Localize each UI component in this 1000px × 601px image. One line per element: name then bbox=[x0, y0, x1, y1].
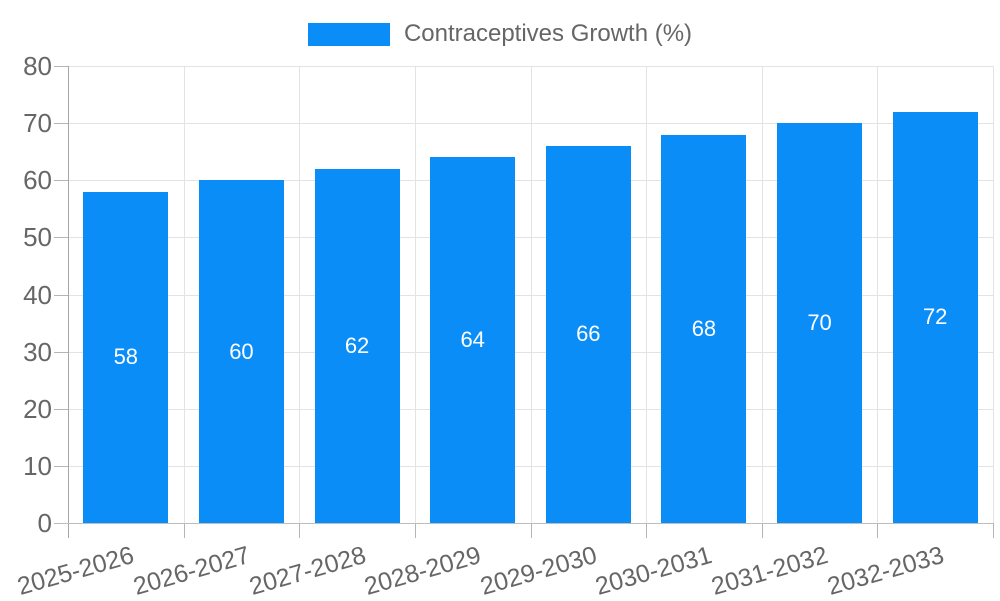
y-tick-label: 30 bbox=[23, 336, 52, 367]
x-tick-mark bbox=[993, 523, 994, 538]
x-tick-label: 2029-2030 bbox=[477, 541, 600, 601]
bar bbox=[430, 157, 516, 523]
x-tick-mark bbox=[761, 523, 763, 538]
bar bbox=[661, 134, 747, 523]
x-tick-mark bbox=[646, 523, 648, 538]
y-tick-label: 0 bbox=[37, 508, 52, 538]
x-tick-label: 2028-2029 bbox=[361, 541, 485, 601]
v-gridline bbox=[183, 66, 185, 523]
x-tick-label: 2030-2031 bbox=[592, 541, 716, 601]
y-tick-mark bbox=[54, 408, 68, 410]
bar bbox=[777, 123, 863, 523]
y-tick-label: 40 bbox=[23, 279, 52, 310]
bar bbox=[545, 145, 631, 523]
x-tick-mark bbox=[414, 523, 416, 538]
y-tick-label: 60 bbox=[23, 165, 52, 196]
bar-value-label: 72 bbox=[922, 304, 948, 330]
bar bbox=[892, 111, 978, 523]
legend-label: Contraceptives Growth (%) bbox=[403, 20, 693, 47]
x-tick-mark bbox=[530, 523, 532, 538]
x-tick-mark bbox=[877, 523, 879, 538]
y-tick-label: 80 bbox=[23, 51, 52, 81]
x-tick-mark bbox=[299, 523, 301, 538]
y-axis-line bbox=[68, 66, 69, 538]
x-tick-label: 2025-2026 bbox=[14, 541, 138, 601]
v-gridline bbox=[877, 66, 879, 523]
bar bbox=[83, 191, 169, 523]
v-gridline bbox=[414, 66, 416, 523]
bar-value-label: 66 bbox=[576, 321, 601, 347]
bar-value-label: 70 bbox=[807, 310, 832, 336]
chart-legend[interactable]: Contraceptives Growth (%) bbox=[0, 20, 1000, 48]
bar-value-label: 68 bbox=[691, 315, 717, 341]
y-tick-label: 50 bbox=[23, 222, 52, 253]
x-tick-mark bbox=[183, 523, 185, 538]
y-tick-mark bbox=[54, 294, 68, 296]
v-gridline bbox=[646, 66, 648, 523]
bar-value-label: 60 bbox=[229, 338, 254, 364]
y-tick-label: 10 bbox=[23, 450, 52, 481]
y-tick-mark bbox=[54, 351, 68, 353]
y-tick-mark bbox=[54, 237, 68, 239]
v-gridline bbox=[993, 66, 994, 523]
bar-value-label: 64 bbox=[460, 327, 485, 353]
v-gridline bbox=[530, 66, 532, 523]
y-tick-mark bbox=[54, 180, 68, 182]
x-tick-label: 2032-2033 bbox=[823, 541, 947, 601]
x-axis-line bbox=[54, 523, 993, 524]
y-tick-mark bbox=[54, 465, 68, 467]
y-tick-mark bbox=[54, 66, 68, 67]
y-tick-label: 20 bbox=[23, 393, 52, 424]
bar-value-label: 58 bbox=[113, 344, 139, 370]
y-tick-mark bbox=[54, 123, 68, 125]
bar-value-label: 62 bbox=[344, 332, 370, 358]
v-gridline bbox=[299, 66, 301, 523]
bar bbox=[198, 180, 284, 523]
x-tick-label: 2027-2028 bbox=[245, 541, 369, 601]
x-tick-label: 2031-2032 bbox=[708, 541, 832, 601]
v-gridline bbox=[761, 66, 763, 523]
y-tick-label: 70 bbox=[23, 108, 52, 139]
bar bbox=[314, 168, 400, 523]
legend-swatch-icon bbox=[307, 22, 390, 46]
x-tick-label: 2026-2027 bbox=[130, 541, 253, 601]
